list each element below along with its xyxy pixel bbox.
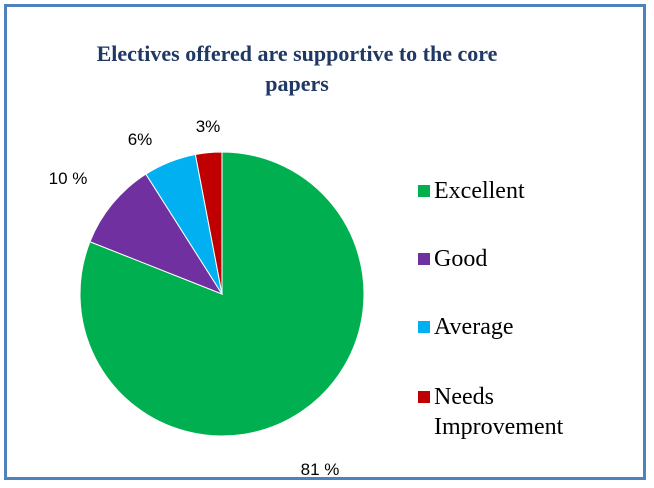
legend-item-average: Average: [418, 312, 514, 342]
data-label: 81 %: [301, 460, 340, 479]
legend-item-excellent: Excellent: [418, 176, 525, 206]
data-label: 3%: [196, 117, 221, 136]
legend-label: Excellent: [434, 178, 525, 204]
chart-title: Electives offered are supportive to the …: [96, 41, 498, 96]
legend-swatch: [418, 321, 430, 333]
legend-label: Good: [434, 246, 488, 272]
data-label: 6%: [128, 130, 153, 149]
legend-swatch: [418, 391, 430, 403]
slice-good: [89, 173, 224, 296]
legend-item-good: Good: [418, 244, 487, 274]
slice-needs-improvement: [194, 151, 223, 295]
data-label: 10 %: [49, 169, 88, 188]
legend-swatch: [418, 253, 430, 265]
legend-item-needs-improvement: Needs Improvement: [418, 382, 624, 442]
legend-label: Average: [434, 314, 514, 340]
legend-swatch: [418, 185, 430, 197]
legend-label: Needs Improvement: [434, 384, 564, 440]
